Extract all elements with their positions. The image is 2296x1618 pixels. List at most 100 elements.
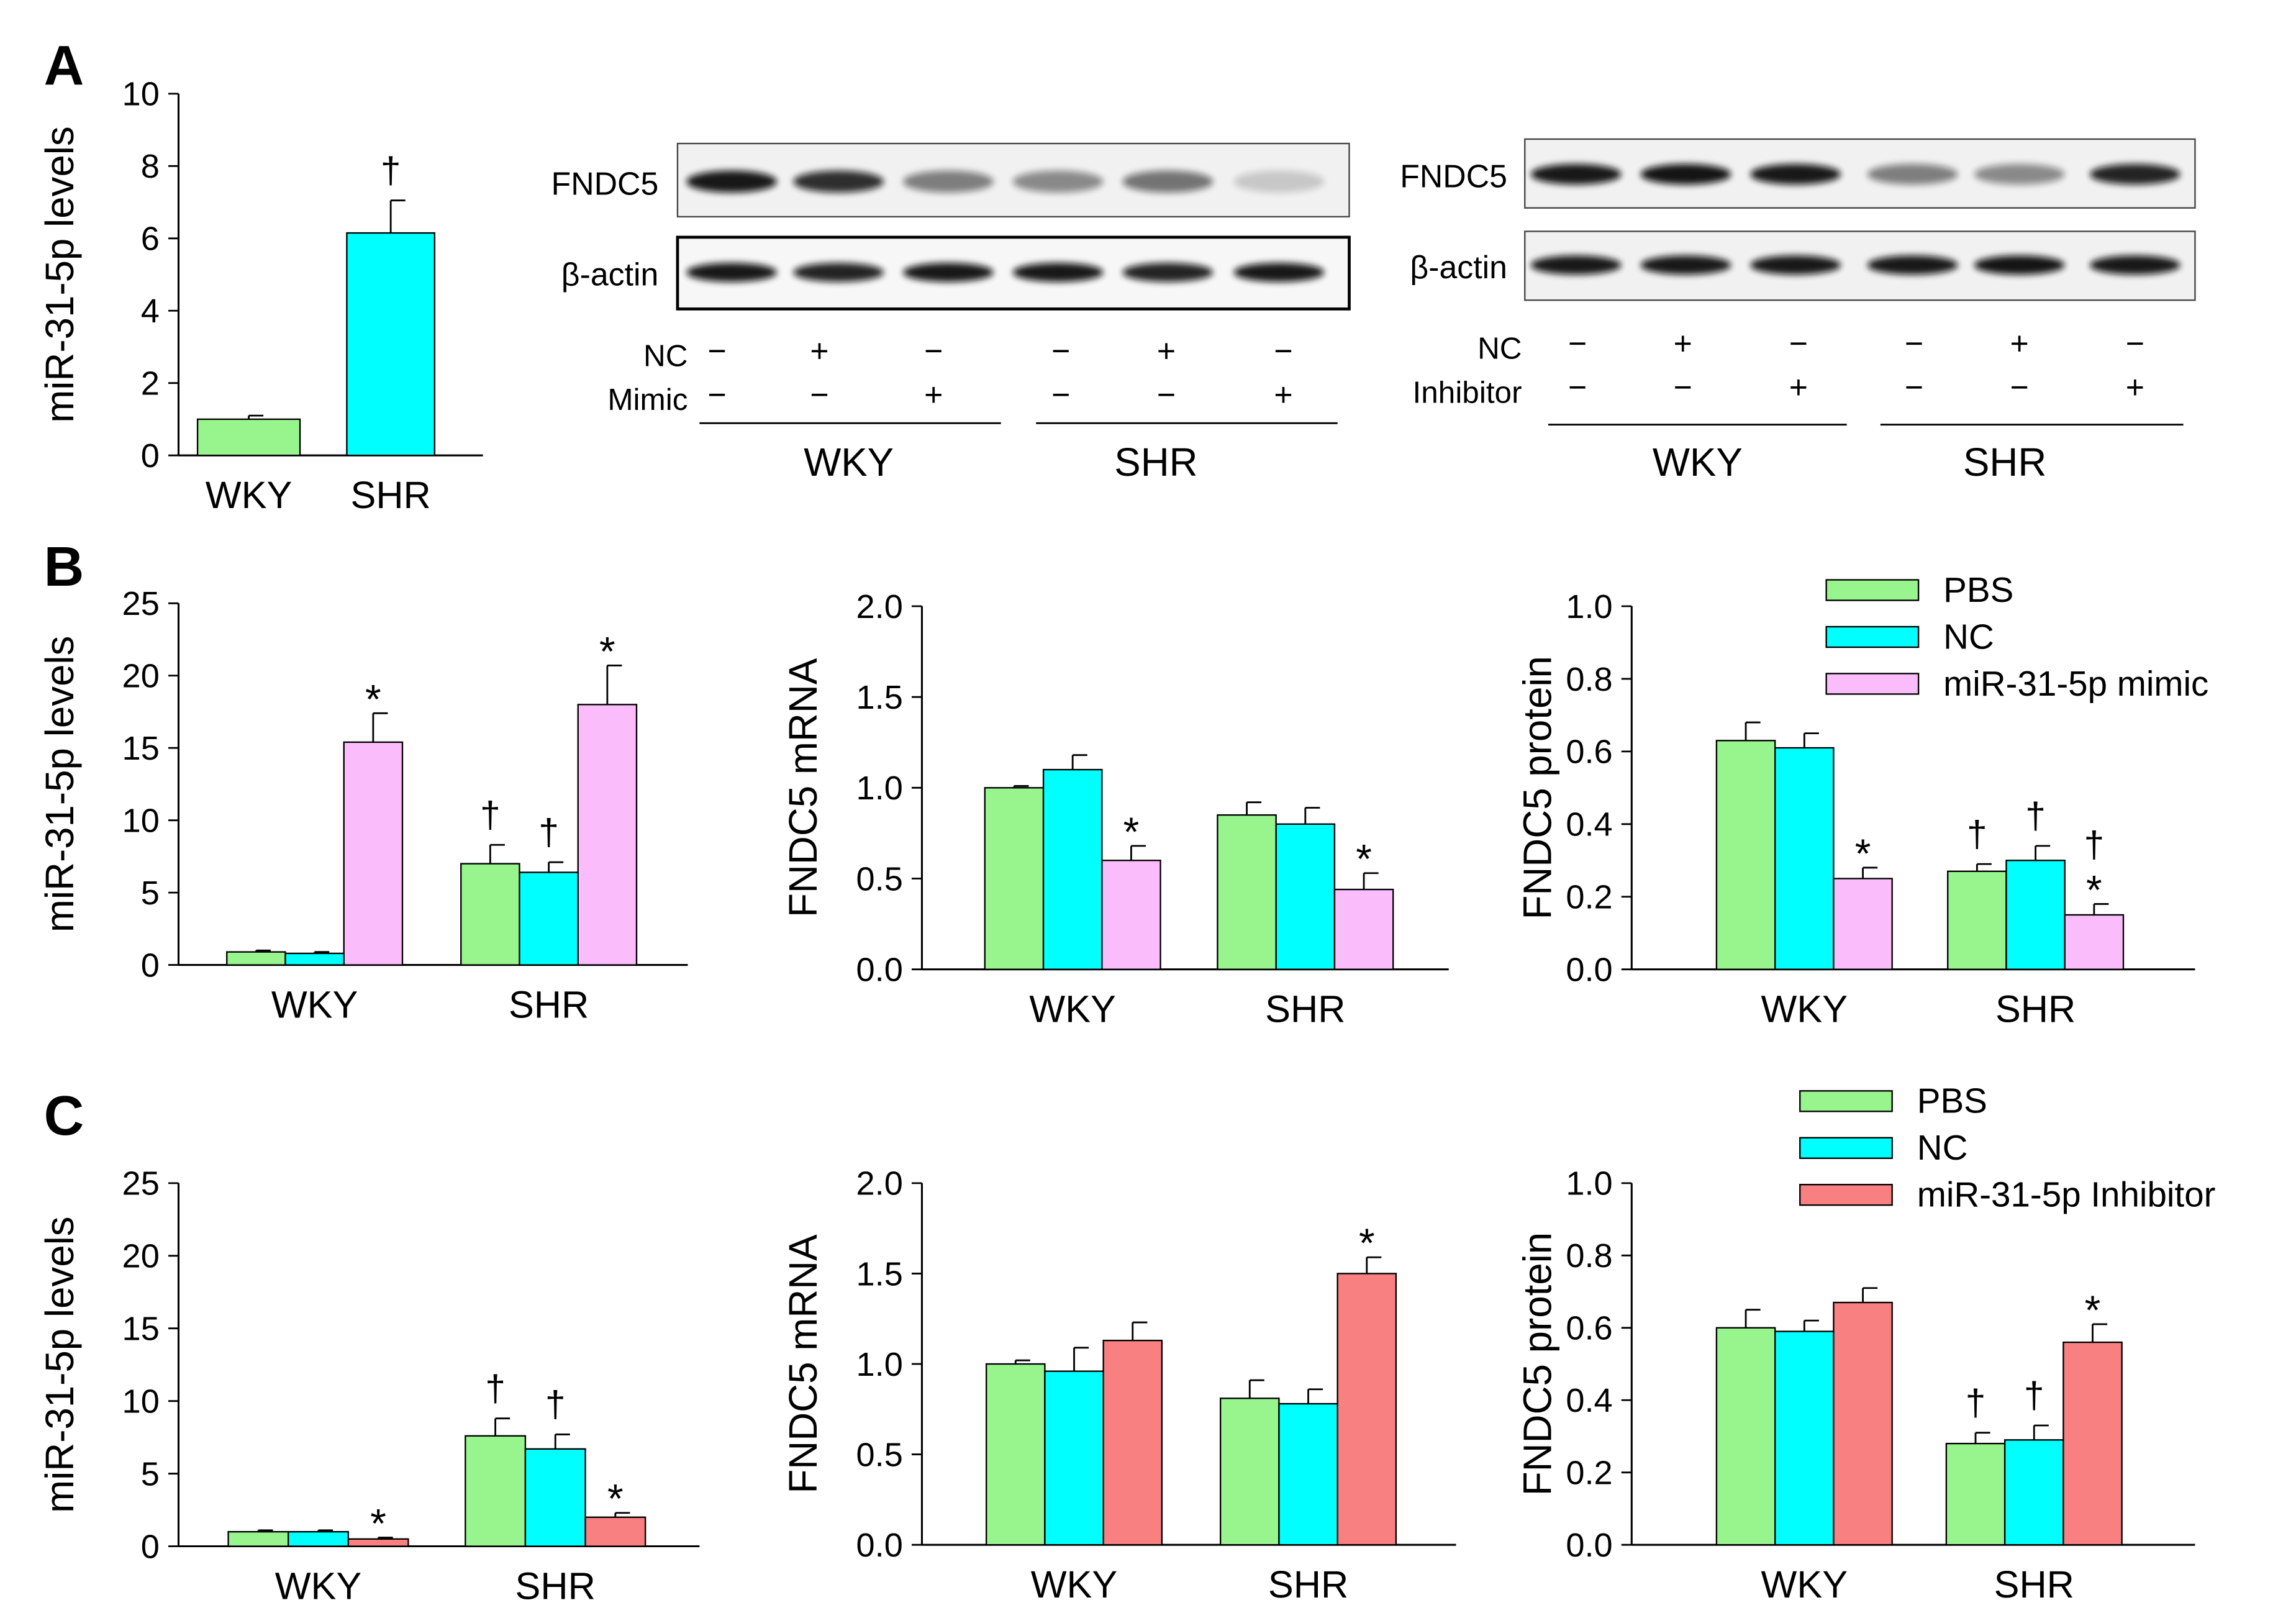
y-tick-label: 8 [141,148,160,185]
protein-band [1867,255,1958,275]
x-category-label: WKY [275,1565,362,1607]
significance-marker: † [381,150,401,191]
significance-marker: † [1966,1383,1986,1423]
treatment-sign: + [924,376,943,412]
treatment-sign: + [1274,376,1292,412]
treatment-sign: + [1157,332,1176,368]
x-category-label: SHR [509,983,589,1025]
significance-marker: * [2086,866,2102,912]
treatment-sign: − [1274,332,1292,368]
protein-band [1233,170,1325,193]
protein-band [1974,255,2065,275]
y-tick-label: 25 [122,1165,160,1202]
bar [1833,878,1893,970]
y-tick-label: 0.0 [1566,952,1612,989]
legend-b-nc-label: NC [1943,617,1994,656]
blot2-actin-label: β-actin [1410,249,1507,285]
x-category-label: WKY [1761,988,1848,1030]
y-tick-label: 2.0 [856,588,903,625]
legend-b-pbs-swatch [1825,579,1920,601]
bar [1333,888,1394,970]
significance-marker: † [1967,814,1987,855]
y-tick-label: 0.6 [1566,1310,1612,1347]
protein-band [2089,255,2180,275]
x-category-label: SHR [350,474,430,516]
y-tick-label: 0.8 [1566,661,1612,698]
protein-band [793,170,884,193]
y-tick-label: 0 [141,437,160,475]
y-tick-label: 0.2 [1566,1455,1612,1492]
y-tick-label: 0.2 [1566,879,1612,916]
y-tick-label: 0 [141,947,160,984]
legend-c-pbs-swatch [1799,1090,1893,1112]
bar [1947,870,2007,970]
y-tick-label: 0.0 [856,1527,903,1564]
protein-band [1640,255,1731,275]
treatment-sign: − [1051,332,1070,368]
legend-b-mimic-swatch [1825,673,1920,695]
bar [1275,823,1336,970]
legend-b: PBS NC miR-31-5p mimic [1825,570,2208,703]
protein-band [1750,255,1841,275]
y-tick-label: 2 [141,365,160,402]
blot1-mimic-label: Mimic [607,383,687,417]
significance-marker: † [545,1384,566,1425]
protein-band [902,170,994,193]
bar [1219,1398,1280,1546]
panel-letter-b: B [44,535,84,598]
treatment-sign: + [810,332,828,368]
treatment-sign: − [810,376,828,412]
significance-marker: * [1855,830,1871,876]
western-blot-mimic: FNDC5 β-actin NC Mimic − + − − + −− − + − − + WKY … [551,142,1351,484]
y-tick-label: 10 [122,76,160,113]
y-axis-label: FNDC5 protein [1516,656,1560,919]
x-category-label: SHR [1268,1563,1348,1606]
significance-marker: † [2025,796,2046,837]
x-category-label: SHR [1265,988,1345,1030]
y-tick-label: 1.5 [856,679,903,716]
y-tick-label: 1.0 [1566,1165,1612,1202]
blot1-wky-label: WKY [804,440,894,484]
bar [985,1363,1046,1546]
bar [1102,1339,1163,1546]
y-tick-label: 1.0 [856,770,903,807]
y-tick-label: 0.4 [1566,1382,1612,1419]
y-tick-label: 0.4 [1566,806,1612,843]
legend-b-mimic-label: miR-31-5p mimic [1943,664,2208,703]
bar [465,1435,527,1547]
treatment-sign: − [2010,369,2029,405]
treatment-sign: − [1674,369,1692,405]
bar [1217,814,1277,970]
bar [2064,914,2125,970]
bar [460,863,520,966]
blot1-fndc5-label: FNDC5 [551,166,659,202]
legend-c-nc-label: NC [1917,1128,1968,1167]
legend-c-inhibitor-swatch [1799,1184,1893,1206]
blot1-actin-label: β-actin [561,257,659,293]
bar [2062,1341,2123,1546]
significance-marker: † [480,795,501,835]
bar [2005,860,2066,970]
blot2-shr-label: SHR [1963,440,2046,484]
chart-b2: 0.0 0.5 1.0 1.5 2.0 FNDC5 mRNA WKY SHR * * [781,588,1449,1030]
protein-band [1750,164,1841,185]
blot1-nc-label: NC [643,339,687,373]
protein-band [1012,170,1104,193]
protein-band [686,263,778,282]
bar [1278,1402,1338,1546]
y-tick-label: 0.6 [1566,734,1612,771]
chart-b1: 0 5 10 15 20 25 miR-31-5p levels WKY SHR * † † * [38,585,688,1025]
bar [346,232,435,457]
western-blot-inhibitor: FNDC5 β-actin NC Inhibitor − + − − + −− − + − − + … [1400,138,2196,484]
y-tick-label: 15 [122,730,160,767]
bar [584,1516,647,1547]
significance-marker: * [1359,1220,1375,1266]
treatment-sign: − [1568,369,1587,405]
blot2-fndc5-membrane [1524,138,2196,209]
y-tick-label: 0 [141,1528,160,1565]
bar [1715,740,1776,970]
legend-b-nc-swatch [1825,625,1920,648]
treatment-sign: − [1789,325,1808,361]
